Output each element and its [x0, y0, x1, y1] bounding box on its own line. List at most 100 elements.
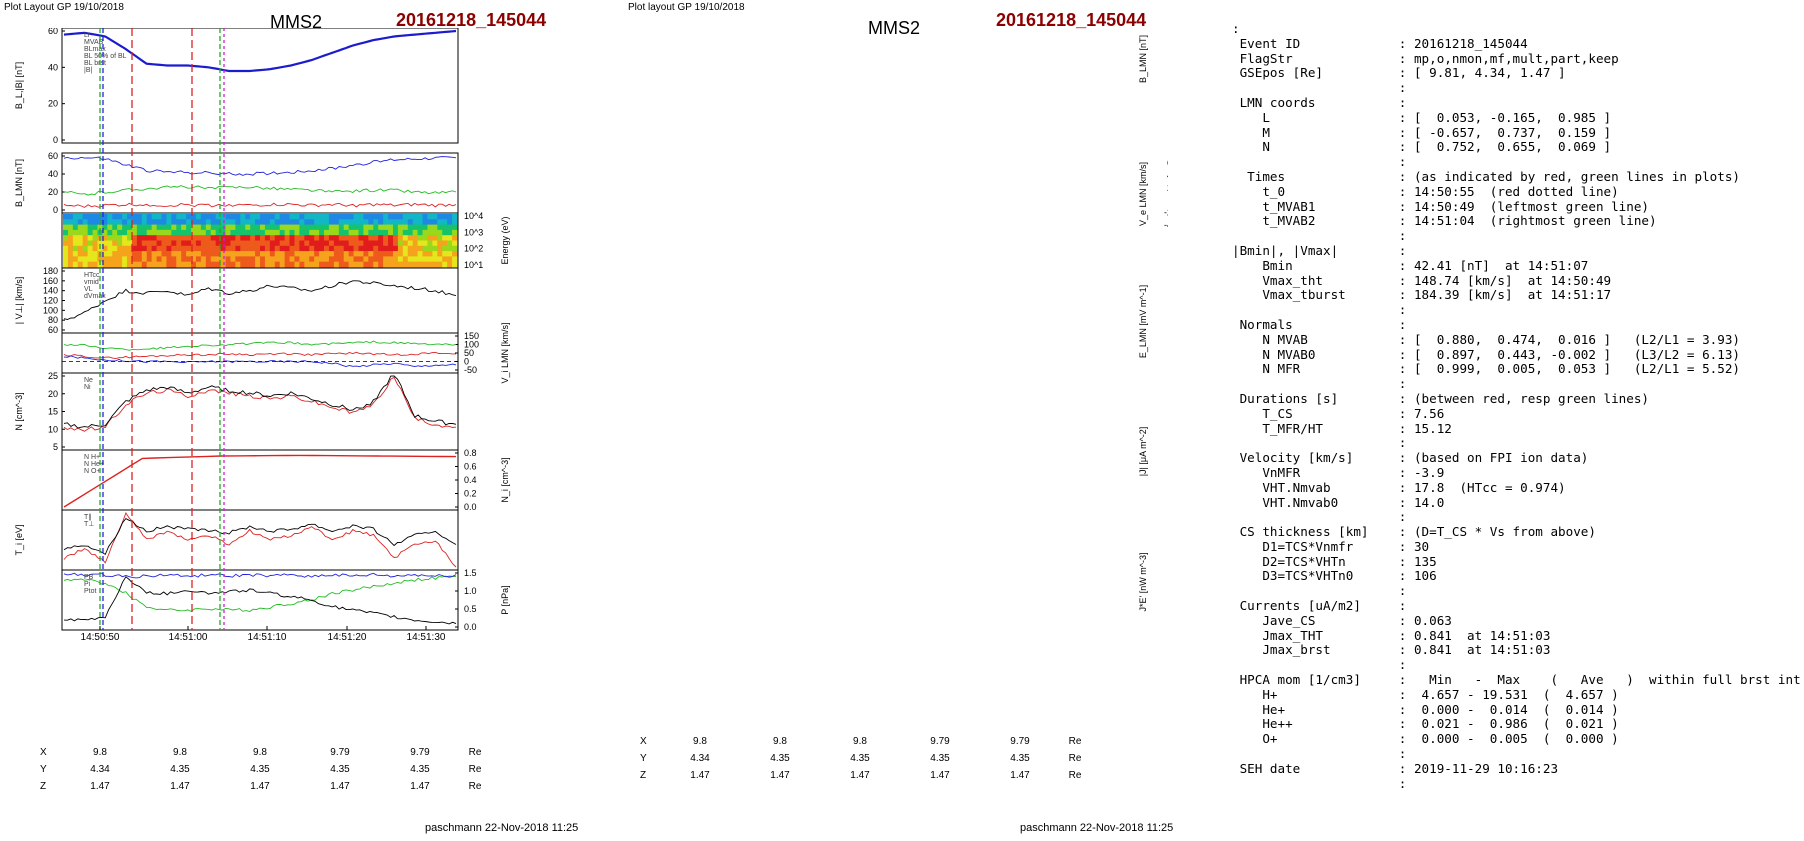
heatmap-cell [200, 235, 207, 241]
heatmap-cell [328, 219, 335, 226]
heatmap-cell [397, 251, 404, 257]
heatmap-cell [378, 219, 384, 226]
heatmap-cell [328, 214, 335, 220]
heatmap-cell [195, 219, 202, 226]
coords-cell: 4.35 [930, 753, 950, 764]
heatmap-cell [447, 256, 453, 263]
tick-label: 15 [48, 407, 58, 417]
heatmap-cell [437, 251, 443, 257]
heatmap-cell [141, 251, 148, 257]
heatmap-cell [397, 229, 404, 236]
x-tick-label: 14:51:00 [169, 632, 208, 643]
heatmap-cell [82, 229, 89, 236]
heatmap-cell [294, 224, 300, 231]
tick-label: 120 [43, 296, 58, 306]
heatmap-cell [102, 214, 108, 220]
heatmap-cell [264, 235, 271, 241]
heatmap-cell [166, 224, 172, 231]
legend-entry: |B| [84, 67, 92, 74]
heatmap-cell [127, 235, 133, 241]
tick-label: 100 [464, 340, 479, 350]
heatmap-cell [171, 251, 177, 257]
heatmap-cell [368, 235, 374, 241]
heatmap-cell [373, 224, 379, 231]
heatmap-cell [378, 245, 384, 252]
heatmap-cell [299, 235, 305, 241]
heatmap-cell [274, 229, 281, 236]
heatmap-cell [77, 235, 84, 241]
heatmap-cell [250, 229, 256, 236]
coords-cell: 9.8 [693, 736, 707, 747]
heatmap-cell [338, 235, 345, 241]
heatmap-cell [392, 245, 399, 252]
heatmap-cell [442, 235, 448, 241]
heatmap-cell [200, 219, 207, 226]
legend-entry: MVAB [84, 39, 104, 46]
heatmap-cell [452, 224, 458, 231]
heatmap-cell [452, 219, 458, 226]
heatmap-cell [215, 219, 222, 226]
heatmap-cell [191, 214, 197, 220]
heatmap-cell [328, 229, 335, 236]
heatmap-cell [156, 214, 162, 220]
heatmap-cell [166, 256, 172, 263]
heatmap-cell [205, 229, 212, 236]
heatmap-cell [146, 240, 153, 247]
heatmap-cell [407, 245, 414, 252]
heatmap-cell [146, 224, 153, 231]
heatmap-cell [220, 240, 227, 247]
legend-entry: T∥ [84, 513, 92, 521]
heatmap-cell [161, 214, 167, 220]
axis-label: |J| [μA m^-2] [1138, 427, 1148, 477]
heatmap-cell [388, 240, 394, 247]
left-footer: paschmann 22-Nov-2018 11:25 [425, 822, 579, 834]
coords-cell: X [640, 736, 647, 747]
heatmap-cell [378, 229, 384, 236]
heatmap-cell [225, 224, 231, 231]
info-line: : [1232, 435, 1407, 451]
heatmap-cell [72, 235, 79, 241]
coords-cell: 4.35 [850, 753, 870, 764]
heatmap-cell [97, 256, 103, 263]
coords-cell: 1.47 [690, 770, 710, 781]
heatmap-cell [191, 251, 197, 257]
heatmap-cell [338, 261, 345, 268]
heatmap-cell [304, 219, 310, 226]
heatmap-cell [166, 261, 172, 268]
heatmap-cell [122, 219, 128, 226]
heatmap-cell [279, 235, 286, 241]
heatmap-cell [324, 256, 330, 263]
heatmap-cell [240, 240, 246, 247]
heatmap-cell [422, 219, 428, 226]
heatmap-cell [117, 235, 123, 241]
heatmap-cell [250, 251, 256, 257]
heatmap-cell [200, 224, 207, 231]
heatmap-cell [417, 251, 424, 257]
coords-cell: 1.47 [90, 781, 110, 792]
heatmap-cell [87, 229, 94, 236]
heatmap-cell [205, 240, 212, 247]
heatmap-cell [397, 256, 404, 263]
heatmap-cell [181, 251, 187, 257]
heatmap-cell [255, 229, 261, 236]
heatmap-cell [230, 261, 236, 268]
heatmap-cell [112, 235, 118, 241]
heatmap-cell [383, 256, 389, 263]
heatmap-cell [255, 224, 261, 231]
heatmap-cell [388, 235, 394, 241]
heatmap-cell [186, 224, 192, 231]
heatmap-cell [195, 224, 202, 231]
heatmap-cell [82, 219, 89, 226]
heatmap-cell [289, 245, 295, 252]
heatmap-cell [181, 245, 187, 252]
heatmap-cell [289, 219, 295, 226]
heatmap-cell [250, 235, 256, 241]
heatmap-cell [397, 240, 404, 247]
coords-cell: 9.79 [930, 736, 950, 747]
info-line: L : [ 0.053, -0.165, 0.985 ] [1232, 109, 1612, 125]
heatmap-cell [304, 261, 310, 268]
heatmap-cell [378, 214, 384, 220]
heatmap-cell [77, 261, 84, 268]
heatmap-cell [220, 229, 227, 236]
